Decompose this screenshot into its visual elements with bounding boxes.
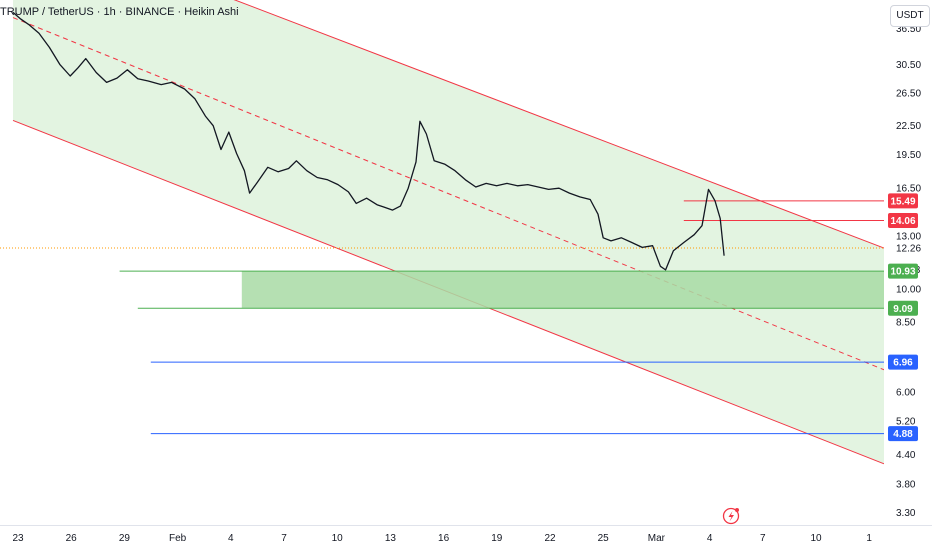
y-tick-label: 22.50 bbox=[896, 121, 921, 132]
price-tag-label: 15.49 bbox=[890, 196, 915, 207]
y-tick-label: 10.00 bbox=[896, 285, 921, 296]
y-tick-label: 4.40 bbox=[896, 450, 916, 461]
channel-fill bbox=[13, 0, 884, 464]
y-tick-label: 3.80 bbox=[896, 479, 916, 490]
descending-channel[interactable] bbox=[12, 0, 885, 465]
y-tick-label: 5.20 bbox=[896, 416, 916, 427]
x-tick-label: 7 bbox=[281, 533, 287, 544]
x-tick-label: 10 bbox=[810, 533, 822, 544]
y-tick-label: 26.50 bbox=[896, 88, 921, 99]
x-tick-label: 23 bbox=[12, 533, 24, 544]
x-tick-label: 4 bbox=[228, 533, 234, 544]
support-zone-box[interactable] bbox=[241, 271, 885, 309]
y-tick-label: 36.50 bbox=[896, 24, 921, 35]
price-tag-9.09 bbox=[888, 300, 918, 316]
x-tick-label: 7 bbox=[760, 533, 766, 544]
price-axis[interactable]: 36.50 30.50 26.50 22.50 19.50 16.50 13.0012.26… bbox=[884, 0, 932, 550]
y-tick-label: 16.50 bbox=[896, 184, 921, 195]
time-axis[interactable]: 23 26 29 Feb 4 7 10 13 16 19 22 25 Mar 4 7 10 1 bbox=[0, 525, 932, 550]
price-tag-label: 9.09 bbox=[893, 304, 913, 315]
price-tag-14.06 bbox=[888, 212, 918, 228]
x-tick-label: 13 bbox=[385, 533, 397, 544]
price-tag-label: 6.96 bbox=[893, 358, 913, 369]
horizontal-levels[interactable] bbox=[0, 200, 884, 435]
y-tick-label: 30.50 bbox=[896, 60, 921, 71]
y-tick-label: 8.50 bbox=[896, 317, 916, 328]
price-tags: 15.49 14.06 10.93 9.09 6.96 4.88 bbox=[888, 193, 918, 442]
channel-middle-line[interactable] bbox=[12, 17, 885, 371]
y-tick-label: 19.50 bbox=[896, 150, 921, 161]
flash-icon-bolt bbox=[728, 511, 734, 522]
y-tick-label: 12.26 bbox=[896, 244, 921, 255]
time-axis-background bbox=[0, 525, 932, 550]
y-tick-label: 6.00 bbox=[896, 387, 916, 398]
price-tag-label: 14.06 bbox=[890, 216, 915, 227]
channel-upper-line[interactable] bbox=[13, 0, 885, 249]
price-tag-4.88 bbox=[888, 426, 918, 442]
price-tag-15.49 bbox=[888, 193, 918, 209]
x-tick-label: 10 bbox=[332, 533, 344, 544]
support-zone[interactable] bbox=[241, 271, 885, 309]
price-tag-10.93 bbox=[888, 263, 918, 279]
y-tick-label: 13.00 bbox=[896, 232, 921, 243]
price-tag-label: 4.88 bbox=[893, 429, 913, 440]
y-tick-label: 3.30 bbox=[896, 508, 916, 519]
currency-unit-button[interactable]: USDT bbox=[890, 5, 930, 27]
x-tick-label: 26 bbox=[66, 533, 78, 544]
price-tag-label: 10.93 bbox=[890, 267, 915, 278]
flash-icon-dot bbox=[735, 508, 739, 512]
x-tick-label: 16 bbox=[438, 533, 450, 544]
x-tick-label: 1 bbox=[866, 533, 872, 544]
x-tick-label: 19 bbox=[491, 533, 503, 544]
price-series-line bbox=[12, 11, 725, 271]
price-line-series bbox=[12, 11, 725, 271]
x-tick-label: 22 bbox=[544, 533, 556, 544]
x-tick-label: 4 bbox=[707, 533, 713, 544]
price-tag-6.96 bbox=[888, 354, 918, 370]
x-tick-label: Feb bbox=[169, 533, 187, 544]
x-tick-label: 25 bbox=[598, 533, 610, 544]
x-tick-label: 29 bbox=[119, 533, 131, 544]
flash-icon[interactable] bbox=[722, 507, 740, 525]
chart-title: TRUMP / TetherUS · 1h · BINANCE · Heikin… bbox=[0, 6, 239, 18]
x-tick-label: Mar bbox=[648, 533, 666, 544]
